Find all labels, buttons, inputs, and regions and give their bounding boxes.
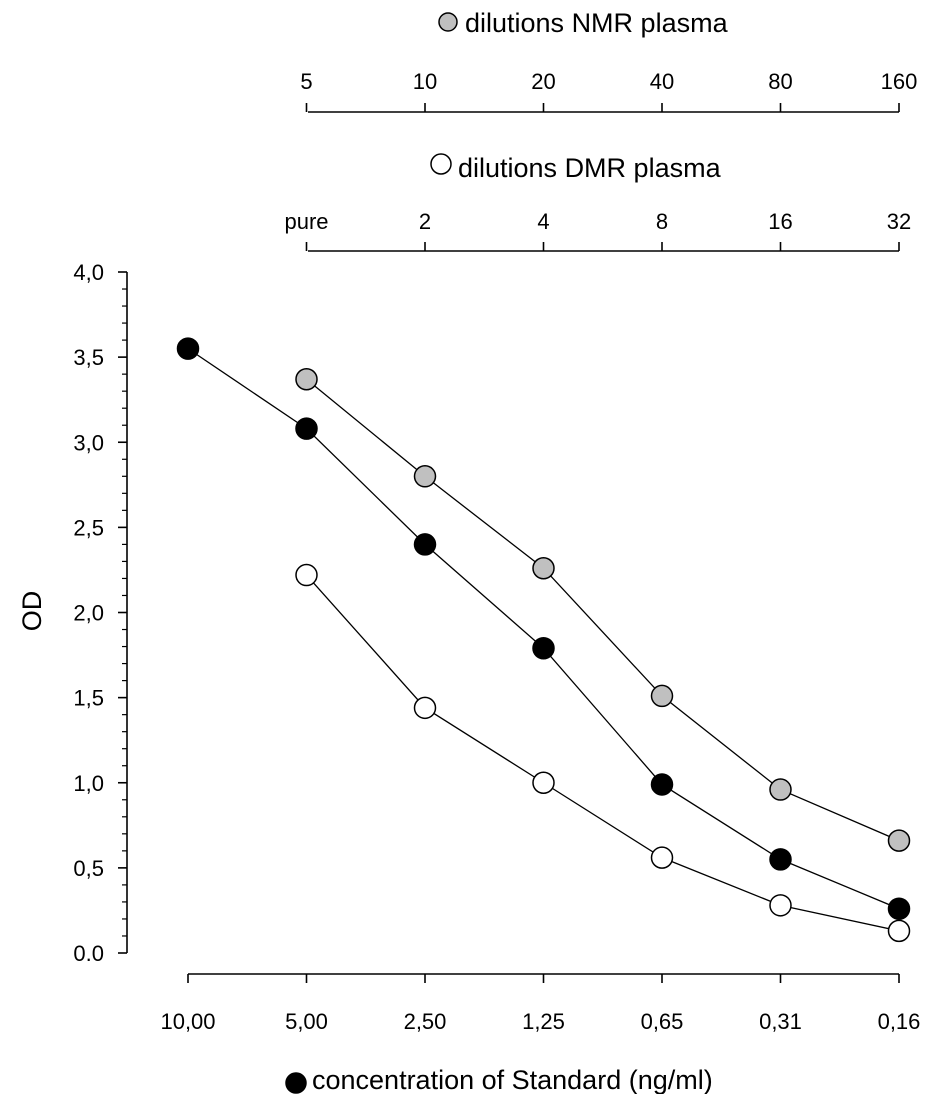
dilutions-dmr-plasma-point [532,771,555,794]
y-tick-label: 2,0 [73,601,104,626]
dilutions-dmr-plasma-point [413,696,437,720]
concentration-of-standard-point [295,417,318,440]
dmr-tick-label: 32 [887,209,911,234]
dmr-axis-title: dilutions DMR plasma [458,153,722,183]
concentration-of-standard-point [887,897,911,920]
nmr-tick-label: 40 [650,69,674,94]
dmr-tick-label: pure [284,209,328,234]
standard-tick-label: 0,65 [641,1009,684,1034]
standard-tick-label: 0,31 [759,1009,802,1034]
dilutions-nmr-plasma-point [532,556,555,580]
dilutions-nmr-plasma-point [769,778,792,801]
y-tick-label: 0.0 [73,941,104,966]
nmr-tick-label: 5 [300,69,312,94]
dmr-tick-label: 16 [768,209,792,234]
y-ticks: 0.0 0,5 1,0 1,5 2,0 2,5 3,0 3,5 4,0 [73,260,127,966]
standard-axis: 10,00 5,00 2,50 1,25 0,65 0,31 0,16 concentrat… [160,973,920,1094]
y-tick-label: 1,0 [73,771,104,796]
dilutions-nmr-plasma-point [295,368,318,391]
dmr-legend-marker [430,153,452,175]
nmr-ticks: 5 10 20 40 80 160 [300,69,917,112]
dmr-tick-label: 2 [419,209,431,234]
dilutions-dmr-plasma-point [295,563,318,587]
y-axis: 0.0 0,5 1,0 1,5 2,0 2,5 3,0 3,5 4,0 OD [17,260,128,966]
nmr-tick-label: 20 [531,69,555,94]
dilutions-dmr-plasma-point [887,919,911,943]
dilutions-nmr-plasma-point [413,465,437,488]
y-tick-label: 0,5 [73,856,104,881]
dilutions-nmr-plasma-series-line [306,378,900,842]
y-tick-label: 1,5 [73,686,104,711]
standard-tick-label: 5,00 [285,1009,328,1034]
dilutions-dmr-plasma-point [650,846,674,869]
plot-area [176,337,911,943]
standard-axis-title: concentration of Standard (ng/ml) [312,1065,713,1094]
dilutions-nmr-plasma-point [887,829,911,852]
dilutions-dmr-plasma-series-line [306,574,900,932]
standard-tick-label: 10,00 [160,1009,215,1034]
dmr-tick-label: 4 [537,209,549,234]
dilutions-dmr-plasma-point [769,894,792,917]
standard-tick-label: 1,25 [522,1009,565,1034]
standard-tick-label: 0,16 [878,1009,921,1034]
concentration-of-standard-point [413,533,437,556]
nmr-tick-label: 160 [881,69,918,94]
y-axis-title: OD [17,591,47,632]
nmr-dilution-axis: dilutions NMR plasma 5 10 20 40 80 160 [300,8,917,113]
dmr-ticks: pure 2 4 8 16 32 [284,209,911,251]
dilutions-nmr-plasma-point [650,684,674,708]
y-tick-label: 3,5 [73,345,104,370]
concentration-of-standard-point [650,773,674,796]
standard-tick-label: 2,50 [404,1009,447,1034]
concentration-of-standard-point [176,337,200,360]
standard-legend-marker [285,1072,307,1094]
concentration-of-standard-point [769,848,792,871]
nmr-tick-label: 10 [413,69,437,94]
nmr-tick-label: 80 [768,69,792,94]
y-tick-label: 2,5 [73,515,104,540]
nmr-axis-title: dilutions NMR plasma [465,8,729,38]
dmr-tick-label: 8 [656,209,668,234]
nmr-legend-marker [438,12,458,32]
concentration-of-standard-series-line [187,348,900,910]
standard-ticks: 10,00 5,00 2,50 1,25 0,65 0,31 0,16 [160,974,920,1034]
concentration-of-standard-point [532,637,555,660]
dmr-dilution-axis: dilutions DMR plasma pure 2 4 8 16 32 [284,153,911,252]
y-tick-label: 4,0 [73,260,104,285]
y-tick-label: 3,0 [73,430,104,455]
